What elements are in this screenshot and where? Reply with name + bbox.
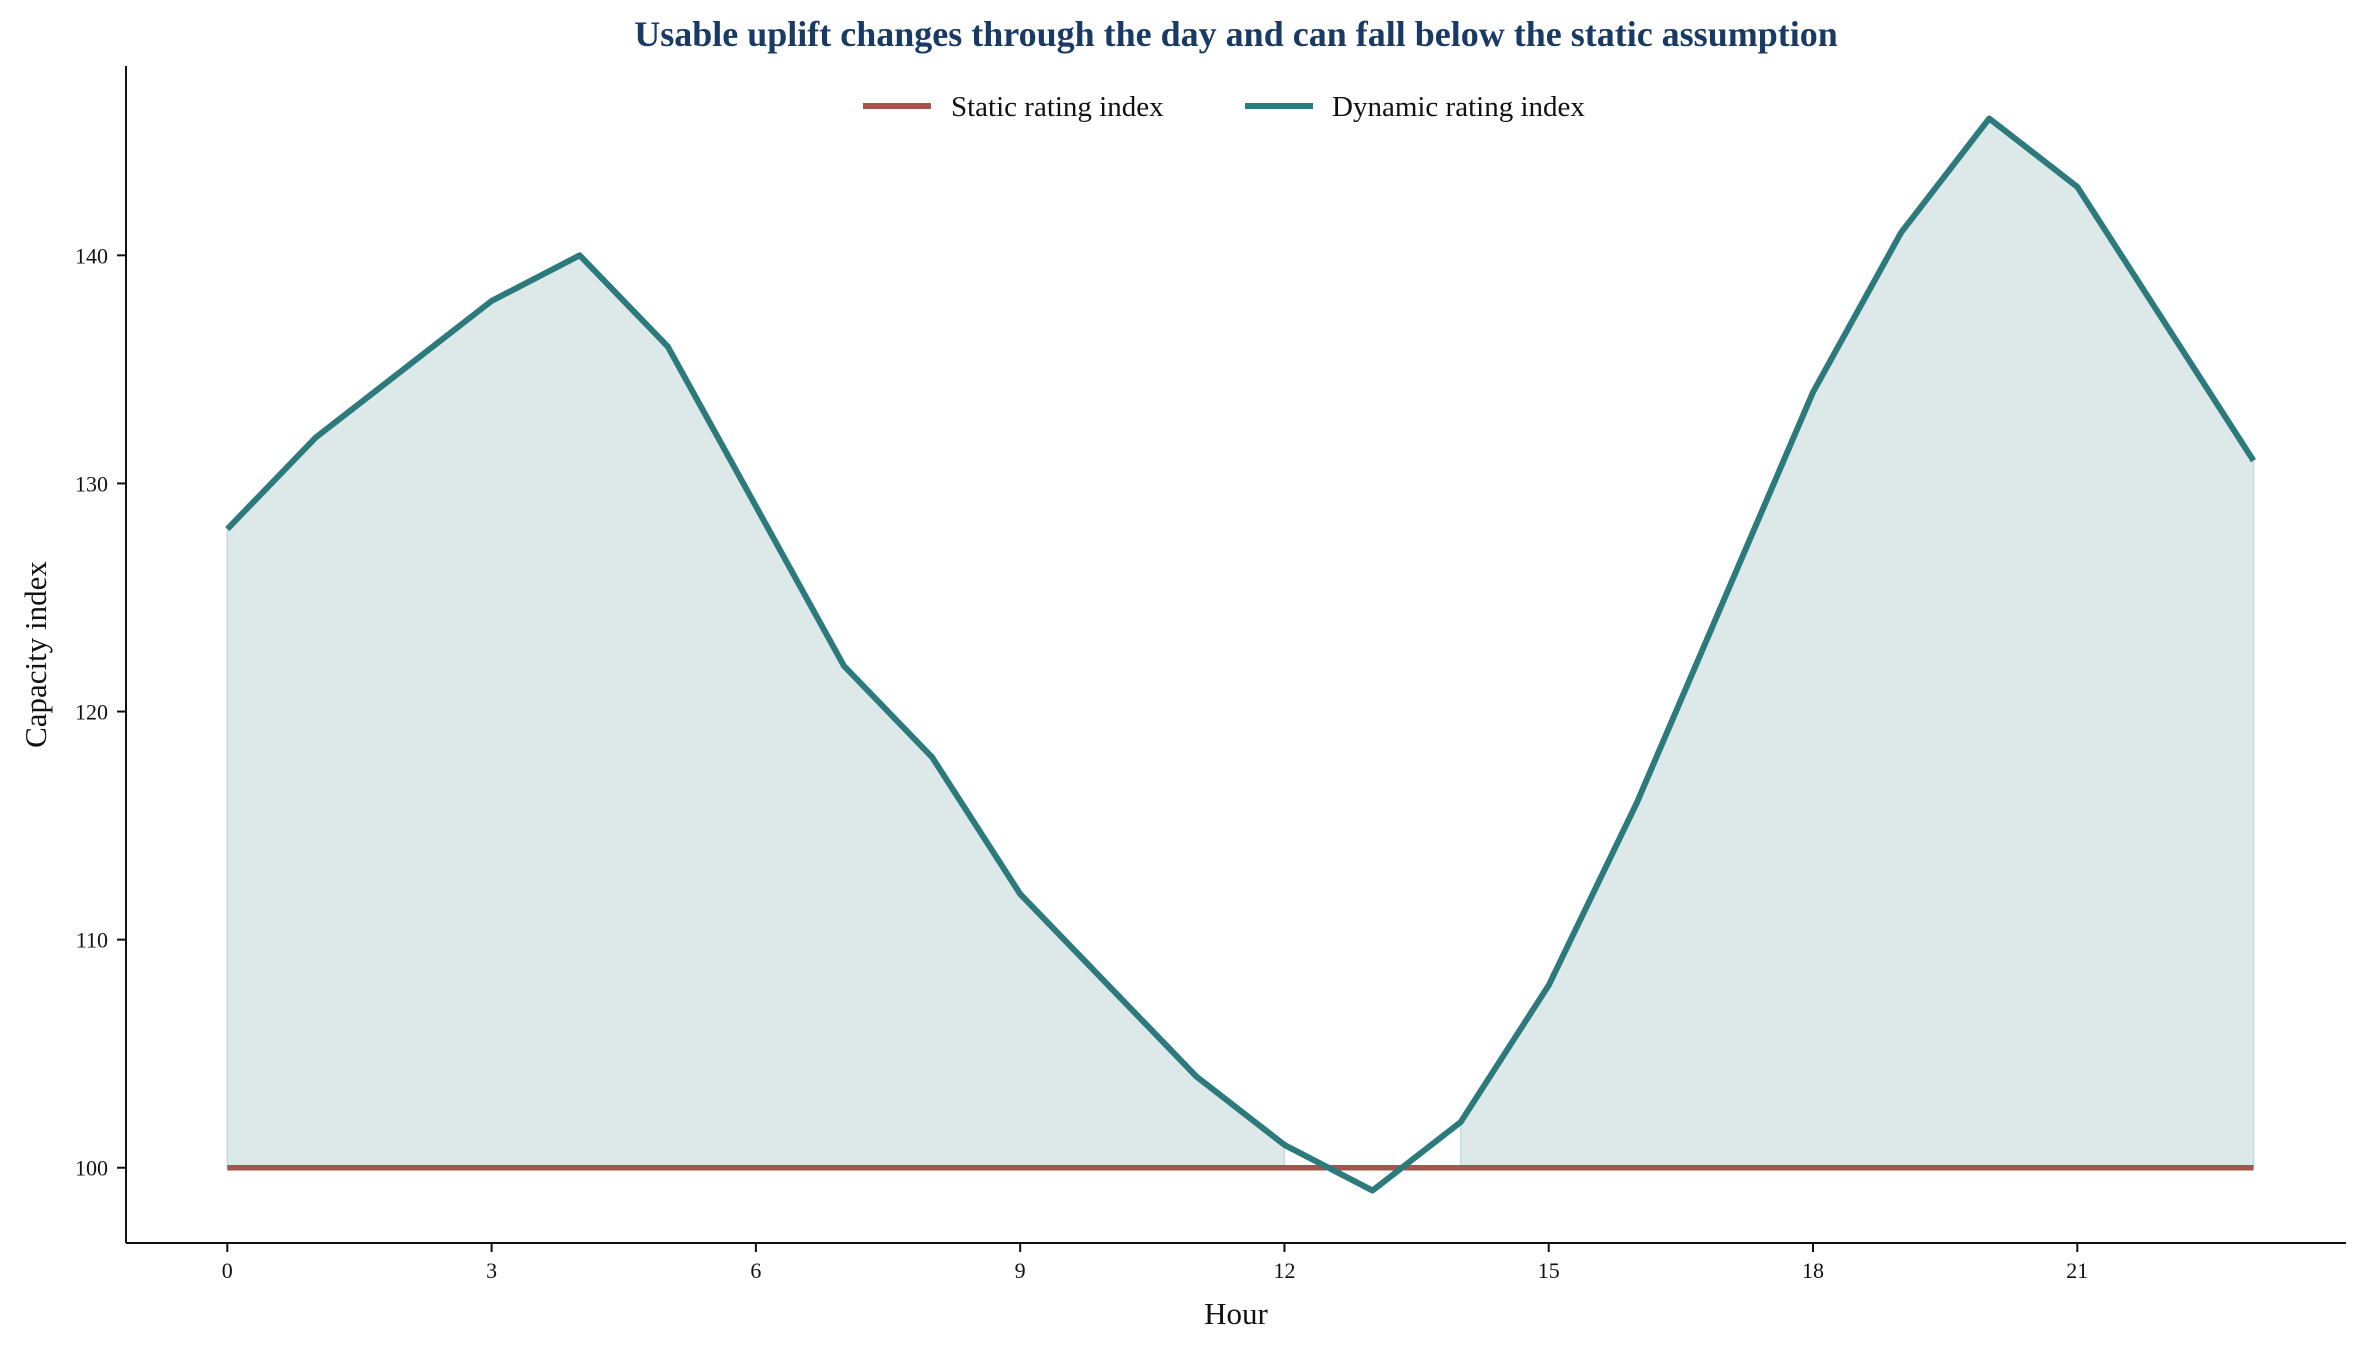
- series-lines: [225, 115, 2257, 1194]
- legend-dynamic: Dynamic rating index: [1245, 91, 1585, 123]
- x-tick-label: 0: [222, 1258, 233, 1283]
- legend-label: Static rating index: [951, 91, 1164, 123]
- chart-title: Usable uplift changes through the day an…: [634, 14, 1838, 54]
- y-tick-label: 140: [75, 243, 108, 268]
- legend-label: Dynamic rating index: [1332, 91, 1585, 123]
- y-tick-label: 130: [75, 471, 108, 496]
- x-axis-label: Hour: [1204, 1296, 1268, 1331]
- x-tick-label: 12: [1273, 1258, 1295, 1283]
- dynamic-rating-line: [225, 115, 2257, 1194]
- legend-static: Static rating index: [863, 91, 1164, 123]
- x-tick-label: 9: [1015, 1258, 1026, 1283]
- axes: 0 3 6 9 12 15 18 21 100 110 120 130 140: [75, 66, 2346, 1283]
- x-tick-label: 6: [750, 1258, 761, 1283]
- x-tick-label: 15: [1538, 1258, 1560, 1283]
- x-tick-label: 3: [486, 1258, 497, 1283]
- y-axis-label: Capacity index: [18, 561, 53, 748]
- y-tick-label: 100: [75, 1156, 108, 1181]
- y-tick-label: 110: [76, 928, 108, 953]
- legend: Static rating index Dynamic rating index: [863, 91, 1585, 123]
- uplift-fill-segment: [226, 254, 1286, 1169]
- uplift-fill-area: [226, 117, 2255, 1169]
- x-tick-label: 18: [1802, 1258, 1824, 1283]
- y-tick-label: 120: [75, 700, 108, 725]
- x-tick-label: 21: [2066, 1258, 2088, 1283]
